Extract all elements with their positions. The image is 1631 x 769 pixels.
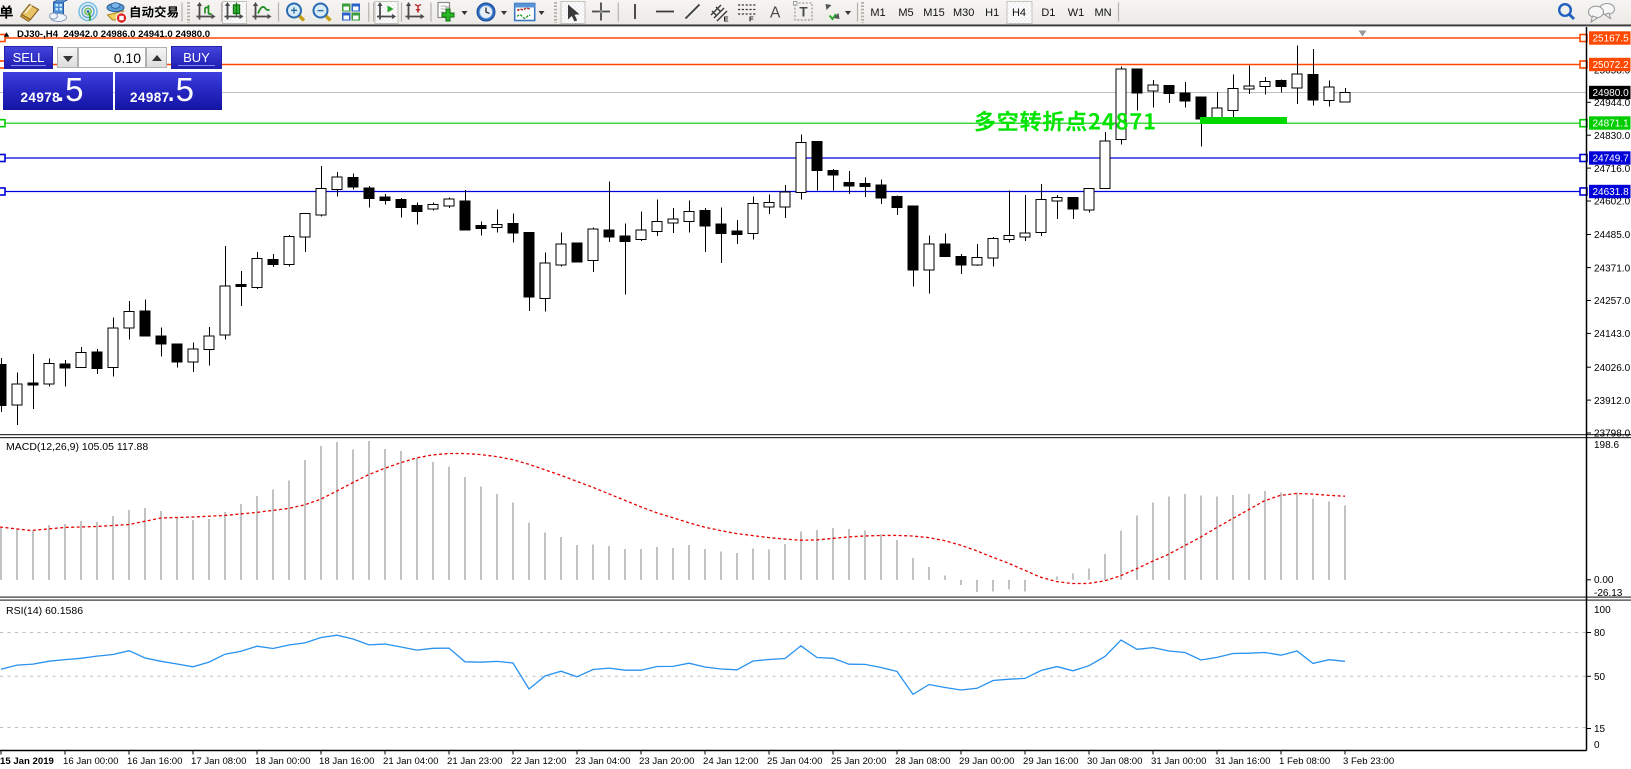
svg-text:24026.0: 24026.0: [1594, 363, 1631, 374]
svg-text:0: 0: [1594, 740, 1600, 751]
svg-text:M15: M15: [923, 7, 944, 19]
svg-text:24631.8: 24631.8: [1593, 187, 1630, 198]
svg-text:MN: MN: [1094, 7, 1111, 19]
svg-text:23798.0: 23798.0: [1594, 429, 1631, 440]
svg-text:M5: M5: [898, 7, 913, 19]
svg-text:25 Jan 20:00: 25 Jan 20:00: [831, 756, 886, 767]
svg-text:H1: H1: [985, 7, 999, 19]
svg-text:MACD(12,26,9) 105.05 117.88: MACD(12,26,9) 105.05 117.88: [6, 441, 148, 453]
svg-text:31 Jan 00:00: 31 Jan 00:00: [1151, 756, 1206, 767]
svg-text:31 Jan 16:00: 31 Jan 16:00: [1215, 756, 1270, 767]
svg-text:23912.0: 23912.0: [1594, 396, 1631, 407]
svg-text:15 Jan 2019: 15 Jan 2019: [0, 756, 54, 767]
svg-text:3 Feb 23:00: 3 Feb 23:00: [1343, 756, 1394, 767]
svg-text:24143.0: 24143.0: [1594, 329, 1631, 340]
svg-text:24602.0: 24602.0: [1594, 197, 1631, 208]
svg-text:-26.13: -26.13: [1594, 588, 1623, 599]
svg-text:24716.0: 24716.0: [1594, 164, 1631, 175]
svg-text:E: E: [724, 15, 729, 24]
svg-text:80: 80: [1594, 628, 1606, 639]
svg-text:F: F: [749, 15, 754, 24]
svg-text:H4: H4: [1012, 7, 1026, 19]
svg-text:+: +: [290, 4, 297, 18]
svg-text:29 Jan 00:00: 29 Jan 00:00: [959, 756, 1014, 767]
svg-text:T: T: [799, 5, 808, 20]
svg-text:A: A: [770, 5, 781, 22]
svg-text:25 Jan 04:00: 25 Jan 04:00: [767, 756, 822, 767]
svg-text:1 Feb 08:00: 1 Feb 08:00: [1279, 756, 1330, 767]
svg-text:18 Jan 00:00: 18 Jan 00:00: [255, 756, 310, 767]
svg-text:25072.2: 25072.2: [1593, 60, 1630, 71]
svg-text:16 Jan 00:00: 16 Jan 00:00: [63, 756, 118, 767]
svg-text:M1: M1: [870, 7, 885, 19]
svg-text:−: −: [317, 4, 324, 18]
svg-text:RSI(14) 60.1586: RSI(14) 60.1586: [6, 605, 83, 617]
svg-text:24371.0: 24371.0: [1594, 263, 1631, 274]
svg-text:16 Jan 16:00: 16 Jan 16:00: [127, 756, 182, 767]
svg-text:21 Jan 23:00: 21 Jan 23:00: [447, 756, 502, 767]
svg-text:D1: D1: [1041, 7, 1055, 19]
svg-text:24830.0: 24830.0: [1594, 131, 1631, 142]
svg-text:198.6: 198.6: [1594, 440, 1619, 451]
svg-text:24980.0: 24980.0: [1593, 88, 1630, 99]
svg-text:17 Jan 08:00: 17 Jan 08:00: [191, 756, 246, 767]
svg-text:23 Jan 20:00: 23 Jan 20:00: [639, 756, 694, 767]
svg-text:30 Jan 08:00: 30 Jan 08:00: [1087, 756, 1142, 767]
svg-text:M30: M30: [953, 7, 974, 19]
svg-text:50: 50: [1594, 672, 1606, 683]
svg-text:DJ30-,H4 24942.0 24986.0 2494: DJ30-,H4 24942.0 24986.0 24941.0 24980.0: [17, 29, 210, 40]
svg-text:100: 100: [1594, 605, 1611, 616]
svg-text:23 Jan 04:00: 23 Jan 04:00: [575, 756, 630, 767]
svg-text:24944.0: 24944.0: [1594, 98, 1631, 109]
svg-text:0.00: 0.00: [1594, 575, 1614, 586]
svg-text:15: 15: [1594, 724, 1606, 735]
svg-text:W1: W1: [1068, 7, 1085, 19]
svg-text:22 Jan 12:00: 22 Jan 12:00: [511, 756, 566, 767]
svg-text:24871.1: 24871.1: [1593, 119, 1630, 130]
svg-text:18 Jan 16:00: 18 Jan 16:00: [319, 756, 374, 767]
svg-text:21 Jan 04:00: 21 Jan 04:00: [383, 756, 438, 767]
svg-text:24 Jan 12:00: 24 Jan 12:00: [703, 756, 758, 767]
svg-text:24257.0: 24257.0: [1594, 296, 1631, 307]
svg-text:29 Jan 16:00: 29 Jan 16:00: [1023, 756, 1078, 767]
svg-text:25167.5: 25167.5: [1593, 34, 1630, 45]
svg-text:24749.7: 24749.7: [1593, 154, 1630, 165]
svg-text:28 Jan 08:00: 28 Jan 08:00: [895, 756, 950, 767]
svg-text:24485.0: 24485.0: [1594, 230, 1631, 241]
